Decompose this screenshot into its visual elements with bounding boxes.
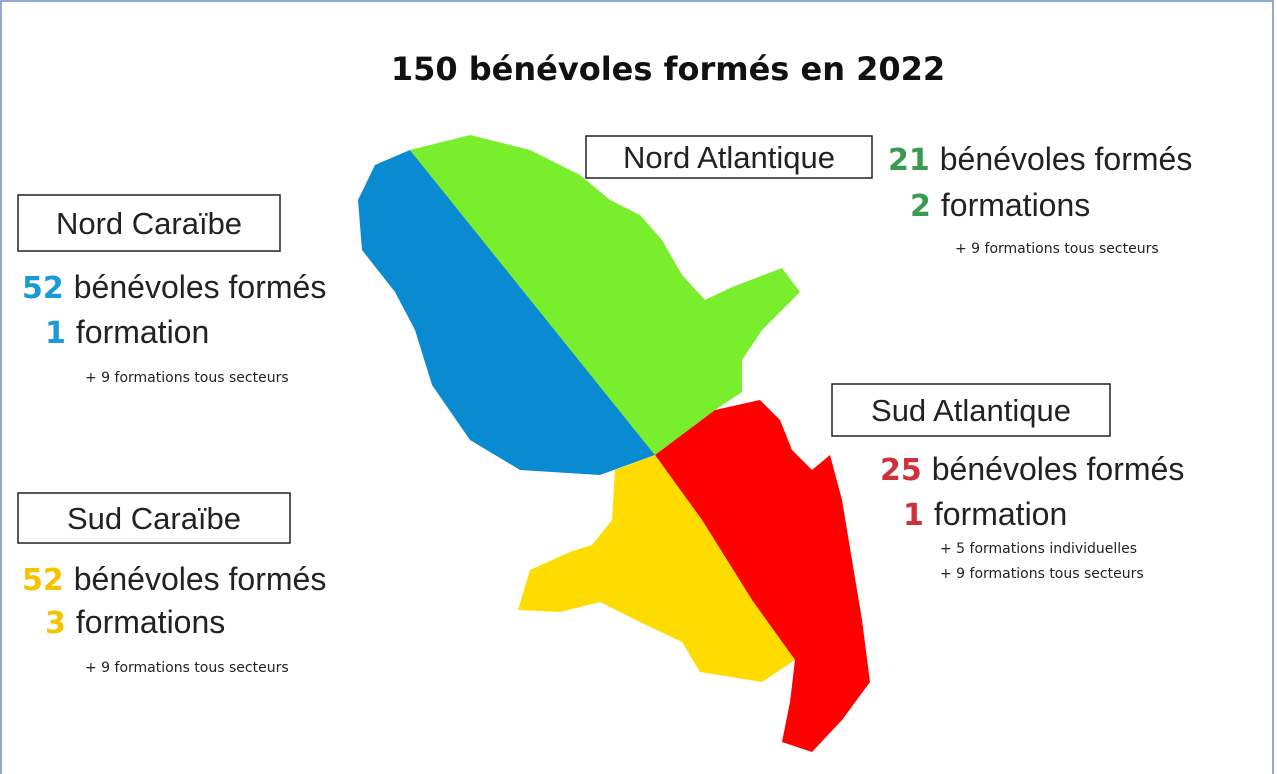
volunteers-line: 21 bénévoles formés	[888, 141, 1192, 178]
region-name: Nord Caraïbe	[56, 206, 242, 241]
volunteers-label: bénévoles formés	[932, 451, 1185, 487]
volunteers-label: bénévoles formés	[74, 269, 327, 305]
formations-label: formation	[76, 314, 209, 350]
region-name-box	[17, 492, 291, 544]
volunteers-count: 52	[22, 271, 64, 306]
formations-count: 1	[45, 316, 66, 351]
note: + 9 formations tous secteurs	[940, 566, 1144, 582]
volunteers-count: 21	[888, 143, 930, 178]
formations-count: 1	[903, 498, 924, 533]
formations-label: formation	[934, 496, 1067, 532]
region-label: Nord Atlantique 21 bénévoles formés 2 format…	[585, 135, 1192, 257]
formations-line: 2 formations	[910, 187, 1090, 224]
formations-line: 1 formation	[903, 496, 1067, 533]
region-name-box	[17, 194, 281, 252]
title: 150 bénévoles formés en 2022	[391, 50, 945, 88]
volunteers-label: bénévoles formés	[940, 141, 1193, 177]
region-sud-caraibe	[518, 455, 795, 682]
region-name: Nord Atlantique	[623, 140, 835, 175]
map	[358, 135, 870, 752]
region-name: Sud Atlantique	[871, 393, 1071, 428]
formations-line: 3 formations	[45, 604, 225, 641]
volunteers-count: 25	[880, 453, 922, 488]
region-name: Sud Caraïbe	[67, 501, 241, 536]
note: + 9 formations tous secteurs	[85, 370, 289, 386]
region-nord-caraibe	[358, 150, 655, 475]
volunteers-label: bénévoles formés	[74, 561, 327, 597]
volunteers-line: 52 bénévoles formés	[22, 269, 326, 306]
note: + 9 formations tous secteurs	[85, 660, 289, 676]
region-name-box	[831, 383, 1111, 437]
volunteers-line: 25 bénévoles formés	[880, 451, 1184, 488]
region-nord-atlantique	[410, 135, 800, 455]
volunteers-count: 52	[22, 563, 64, 598]
formations-line: 1 formation	[45, 314, 209, 351]
formations-count: 2	[910, 189, 931, 224]
region-name-box	[585, 135, 873, 179]
note: + 9 formations tous secteurs	[955, 241, 1159, 257]
formations-count: 3	[45, 606, 66, 641]
volunteers-line: 52 bénévoles formés	[22, 561, 326, 598]
region-sud-atlantique	[655, 400, 870, 752]
formations-label: formations	[941, 187, 1090, 223]
note: + 5 formations individuelles	[940, 541, 1137, 557]
formations-label: formations	[76, 604, 225, 640]
